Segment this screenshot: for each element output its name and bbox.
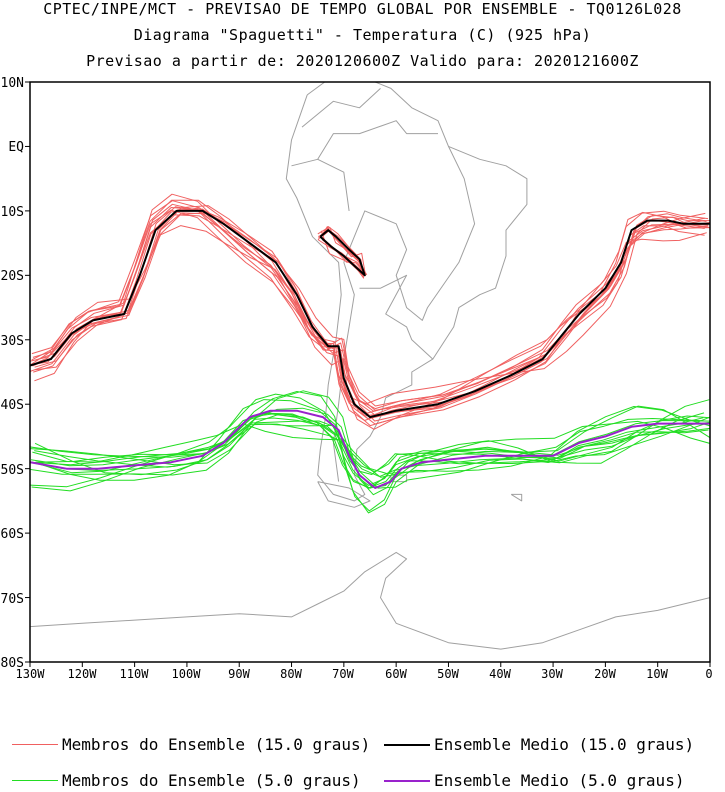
coast-antarctica [30,551,710,650]
plot-frame [29,81,711,663]
title-line-1: CPTEC/INPE/MCT - PREVISAO DE TEMPO GLOBA… [43,0,682,18]
ensemble-means [30,209,710,489]
lon-label-70w: 70W [332,667,354,681]
member-5-contour-12 [34,399,710,476]
legend-swatch-mean-5 [384,779,430,782]
member-15-contour-6 [31,209,706,407]
lat-label-10s: 10S [1,205,24,220]
lon-label-50w: 50W [437,667,459,681]
lon-label-120w: 120W [68,667,98,681]
title-line-3: Previsao a partir de: 2020120600Z Valido… [86,52,639,70]
lat-label-10n: 10N [1,76,24,91]
members-5-contours [30,390,710,514]
lat-label-30s: 30S [1,334,24,349]
lon-label-30w: 30W [541,667,563,681]
lat-label-50s: 50S [1,463,24,478]
lon-label-130w: 130W [16,667,46,681]
legend-label-mean-5: Ensemble Medio (5.0 graus) [434,771,685,790]
lon-label-40w: 40W [489,667,511,681]
member-15-contour-9 [34,203,705,412]
member-15-contour-7 [30,210,709,422]
lon-label-20w: 20W [594,667,616,681]
mean-5-contour [30,409,710,489]
lon-label-110w: 110W [120,667,150,681]
legend-members-5: Membros do Ensemble (5.0 graus) [12,771,361,790]
lat-label-40s: 40S [1,398,24,413]
legend-mean-5: Ensemble Medio (5.0 graus) [384,771,684,790]
lon-label-90w: 90W [228,667,250,681]
lat-label-eq: EQ [8,140,24,155]
member-5-contour-13 [33,415,710,489]
member-15-contour-11 [30,205,710,417]
member-15-contour-10 [34,193,705,430]
member-5-contour-8 [31,391,710,514]
legend-label-members-5: Membros do Ensemble (5.0 graus) [62,771,361,790]
member-5-contour-10 [32,413,710,489]
legend-swatch-mean-15 [384,743,430,746]
member-15-contour-5 [31,216,710,405]
country-border-1 [291,158,350,211]
lat-label-80s: 80S [1,656,24,671]
lon-label-60w: 60W [385,667,407,681]
member-15-contour-3 [32,212,710,414]
country-border-2 [317,120,438,160]
legend-label-members-15: Membros do Ensemble (15.0 graus) [62,735,371,754]
legend-swatch-members-15 [12,744,58,745]
legend-members-15: Membros do Ensemble (15.0 graus) [12,735,370,754]
members-15-contours [30,193,710,430]
lat-label-20s: 20S [1,269,24,284]
mean-15-island-contour [319,229,366,277]
member-5-contour-4 [30,407,710,488]
legend-label-mean-15: Ensemble Medio (15.0 graus) [434,735,695,754]
legend-swatch-members-5 [12,780,58,781]
lon-label-10w: 10W [646,667,668,681]
member-15-contour-2 [32,207,705,411]
member-15-contour-13 [35,206,707,427]
member-15-contour-8 [30,212,710,421]
member-15-contour-12 [33,207,705,425]
coastlines [30,82,710,650]
coast-south-georgia [510,493,523,502]
country-border-3 [359,274,434,360]
mean-15-contour [30,209,710,419]
country-border-5 [301,88,381,128]
legend-mean-15: Ensemble Medio (15.0 graus) [384,735,694,754]
lon-label-100w: 100W [172,667,202,681]
lat-label-60s: 60S [1,527,24,542]
member-5-contour-11 [35,399,704,489]
member-15-contour-4 [34,208,709,420]
lon-label-80w: 80W [280,667,302,681]
member-5-contour-7 [30,414,710,475]
lon-label-0: 0 [705,667,712,681]
coast-south-america [285,82,528,502]
country-border-0 [343,146,476,321]
lat-label-70s: 70S [1,592,24,607]
title-line-2: Diagrama "Spaguetti" - Temperatura (C) (… [133,26,592,44]
